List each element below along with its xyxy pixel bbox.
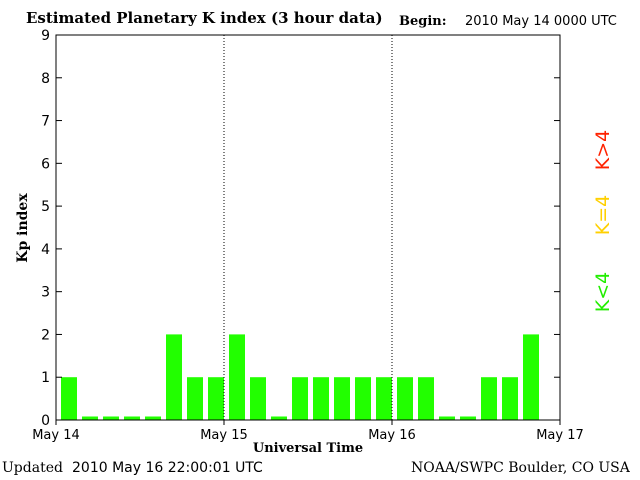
updated-value: 2010 May 16 22:00:01 UTC <box>72 460 263 476</box>
kp-bar <box>418 377 434 420</box>
y-tick-label: 6 <box>41 156 50 172</box>
kp-bar <box>355 377 371 420</box>
x-tick-label: May 17 <box>536 428 584 443</box>
kp-bar <box>271 416 287 420</box>
y-tick-label: 5 <box>41 199 50 215</box>
x-tick-label: May 15 <box>200 428 248 443</box>
plot-frame <box>55 34 561 421</box>
y-tick-label: 4 <box>41 242 50 258</box>
y-tick-label: 1 <box>41 370 50 386</box>
x-axis: May 14 May 15 May 16 May 17 <box>32 420 584 443</box>
day-separators <box>223 35 393 420</box>
legend-k-equal-4: K=4 <box>592 194 615 236</box>
kp-bar <box>61 377 77 420</box>
y-axis: 0 1 2 3 4 5 6 7 8 9 <box>41 28 560 429</box>
chart-title: Estimated Planetary K index (3 hour data… <box>26 9 383 27</box>
kp-bar <box>460 416 476 420</box>
kp-bar <box>502 377 518 420</box>
kp-bar <box>313 377 329 420</box>
x-axis-label: Universal Time <box>253 441 363 456</box>
y-axis-label: Kp index <box>15 193 31 263</box>
kp-bar <box>250 377 266 420</box>
kp-bar <box>145 416 161 420</box>
kp-bar <box>376 377 392 420</box>
x-tick-label: May 16 <box>368 428 416 443</box>
y-tick-label: 0 <box>41 413 50 429</box>
y-tick-label: 8 <box>41 71 50 87</box>
kp-bar <box>187 377 203 420</box>
kp-bar <box>103 416 119 420</box>
kp-bar <box>124 416 140 420</box>
x-tick-label: May 14 <box>32 428 80 443</box>
legend-k-greater-4: K>4 <box>592 129 615 171</box>
updated-label: Updated <box>2 460 63 476</box>
kp-bar <box>166 334 182 420</box>
y-tick-label: 9 <box>41 28 50 44</box>
begin-value: 2010 May 14 0000 UTC <box>465 14 617 29</box>
kp-bar <box>523 334 539 420</box>
kp-bar <box>334 377 350 420</box>
kp-bar <box>397 377 413 420</box>
kp-bar <box>439 416 455 420</box>
y-tick-label: 3 <box>41 285 50 301</box>
kp-bar <box>229 334 245 420</box>
kp-bar <box>481 377 497 420</box>
kp-bar <box>82 416 98 420</box>
y-tick-label: 7 <box>41 114 50 130</box>
credit-text: NOAA/SWPC Boulder, CO USA <box>411 460 630 476</box>
kp-bar <box>208 377 224 420</box>
y-tick-label: 2 <box>41 327 50 343</box>
kp-bar <box>292 377 308 420</box>
begin-label: Begin: <box>399 14 447 29</box>
bars-group <box>61 334 539 420</box>
legend-k-less-4: K<4 <box>592 271 615 313</box>
